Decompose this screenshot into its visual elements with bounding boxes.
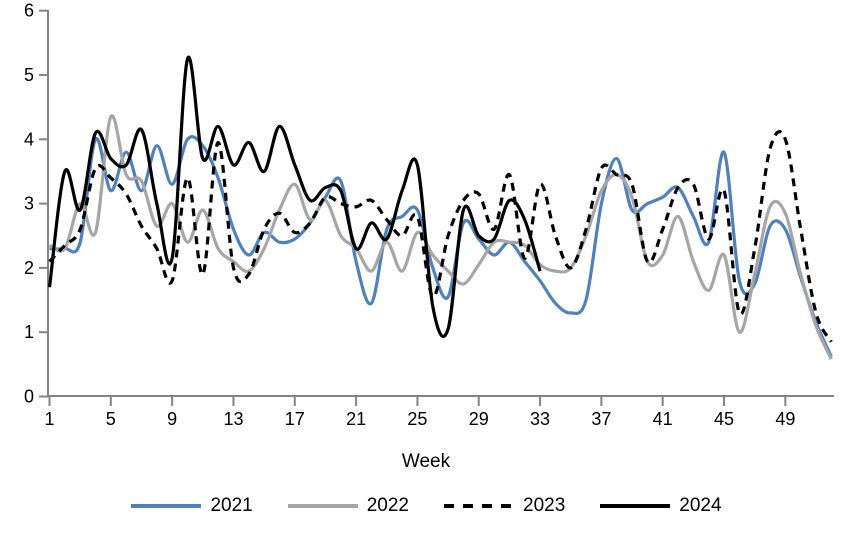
x-tick-label: 1 (44, 409, 54, 429)
legend-item-2023: 2023 (443, 495, 565, 517)
series-line-2021 (49, 135, 833, 358)
x-axis-title: Week (401, 451, 451, 472)
x-tick-label: 17 (285, 409, 305, 429)
x-tick-label: 29 (469, 409, 489, 429)
y-tick-label: 2 (24, 258, 34, 278)
y-tick-label: 5 (24, 65, 34, 85)
legend-label: 2023 (523, 495, 566, 516)
legend: 2021 2022 2023 2024 (0, 495, 852, 517)
legend-label: 2022 (366, 495, 409, 516)
x-tick-label: 41 (653, 409, 673, 429)
legend-item-2021: 2021 (130, 495, 253, 517)
legend-line-sample (600, 504, 671, 508)
y-tick-label: 4 (24, 129, 34, 149)
x-tick-label: 45 (714, 409, 734, 429)
x-tick-label: 21 (346, 409, 366, 429)
y-tick-label: 1 (24, 322, 34, 342)
x-tick-label: 33 (530, 409, 550, 429)
series-line-2024 (47, 55, 542, 338)
legend-line-sample (444, 504, 514, 508)
legend-line-sample (287, 504, 358, 508)
legend-item-2022: 2022 (287, 495, 409, 517)
legend-label: 2021 (210, 495, 253, 516)
x-tick-label: 25 (407, 409, 427, 429)
x-tick-label: 49 (775, 409, 795, 429)
x-tick-label: 5 (106, 409, 116, 429)
x-tick-label: 37 (591, 409, 611, 429)
series-line-2023 (48, 130, 833, 343)
y-tick-label: 3 (24, 194, 34, 214)
x-tick-label: 13 (223, 409, 243, 429)
legend-line-sample (131, 504, 202, 508)
series-line-2022 (48, 114, 833, 360)
y-tick-label: 0 (24, 387, 34, 407)
legend-label: 2024 (679, 495, 722, 516)
y-tick-label: 6 (24, 1, 34, 21)
x-tick-label: 9 (167, 409, 177, 429)
legend-item-2024: 2024 (599, 495, 722, 517)
